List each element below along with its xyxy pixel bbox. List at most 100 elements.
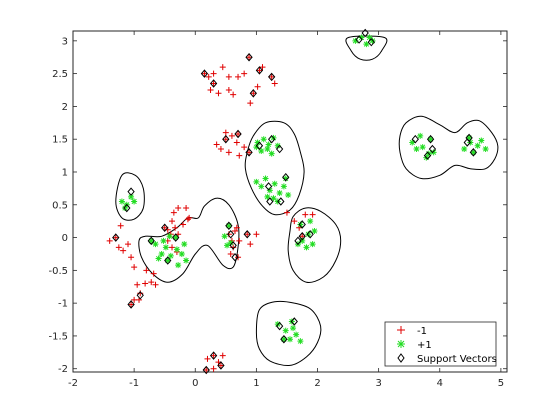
y-tick-label: 2 — [62, 102, 68, 113]
point-neg — [228, 132, 235, 139]
point-neg — [204, 355, 211, 362]
point-neg — [172, 224, 179, 231]
point-pos — [118, 198, 125, 205]
legend: -1 +1 Support Vectors — [384, 321, 497, 367]
point-pos — [264, 146, 271, 153]
point-pos — [430, 149, 437, 156]
point-neg — [225, 149, 232, 156]
point-neg — [247, 241, 254, 248]
point-pos — [152, 241, 159, 248]
point-support-vector — [255, 141, 264, 151]
point-neg — [170, 209, 177, 216]
point-neg — [225, 73, 232, 80]
point-pos — [258, 148, 265, 155]
point-support-vector — [202, 365, 210, 375]
point-neg — [233, 139, 240, 146]
x-tick-label: 3 — [375, 378, 381, 389]
decision-boundary-left-small — [115, 172, 145, 221]
point-pos — [265, 141, 272, 148]
point-support-vector — [275, 144, 284, 154]
point-neg — [210, 70, 217, 77]
point-pos — [474, 142, 481, 149]
decision-boundaries — [115, 35, 499, 367]
x-tick-label: 4 — [437, 378, 443, 389]
point-neg — [241, 70, 248, 77]
point-neg — [152, 281, 159, 288]
point-neg — [143, 267, 150, 274]
point-pos — [307, 218, 314, 225]
point-support-vector — [268, 72, 276, 82]
point-neg — [215, 90, 222, 97]
point-neg — [203, 367, 210, 374]
point-neg — [112, 234, 119, 241]
point-pos — [166, 233, 173, 240]
point-neg — [222, 136, 229, 143]
point-neg — [250, 90, 257, 97]
legend-label-neg: -1 — [417, 326, 427, 337]
legend-item-sv: Support Vectors — [397, 353, 497, 365]
point-neg — [186, 214, 193, 221]
point-neg — [213, 141, 220, 148]
point-support-vector — [306, 230, 314, 239]
point-neg — [309, 211, 316, 218]
point-support-vector — [275, 321, 284, 331]
point-support-vector — [229, 241, 237, 250]
point-neg — [106, 237, 113, 244]
y-tick-label: -2 — [58, 364, 68, 375]
point-support-vector — [123, 203, 131, 213]
y-tick-label: 2.5 — [52, 69, 68, 80]
point-pos — [482, 146, 489, 153]
point-pos — [413, 146, 420, 153]
series-neg — [106, 54, 316, 374]
point-support-vector — [127, 300, 135, 309]
legend-label-pos: +1 — [417, 340, 432, 351]
point-support-vector — [136, 291, 144, 300]
point-support-vector — [355, 35, 363, 44]
legend-item-neg: -1 — [397, 326, 427, 337]
point-pos — [221, 233, 228, 240]
point-support-vector — [426, 134, 435, 144]
y-tick-label: -1 — [58, 299, 68, 310]
point-support-vector — [423, 151, 432, 160]
point-neg — [128, 254, 135, 261]
point-neg — [230, 91, 237, 98]
point-support-vector — [411, 134, 419, 144]
series-support-vectors — [112, 28, 478, 375]
point-support-vector — [164, 256, 172, 265]
point-support-vector — [277, 197, 285, 206]
point-support-vector — [147, 236, 155, 246]
point-pos — [417, 132, 424, 139]
x-tick-label: 5 — [498, 378, 504, 389]
point-pos — [178, 250, 185, 257]
y-tick-label: 0.5 — [52, 200, 68, 211]
point-support-vector — [245, 52, 253, 62]
point-neg — [120, 247, 127, 254]
point-pos — [167, 252, 174, 259]
point-neg — [244, 231, 251, 238]
y-axis: -2 -1.5 -1 -0.5 0 0.5 1 1.5 2 2.5 3 — [48, 36, 507, 375]
point-pos — [224, 242, 231, 249]
point-neg — [256, 67, 263, 74]
x-tick-label: -1 — [129, 378, 139, 389]
point-pos — [131, 198, 138, 205]
point-neg — [210, 352, 217, 359]
point-pos — [260, 136, 267, 143]
point-neg — [236, 237, 243, 244]
point-pos — [285, 191, 292, 198]
point-neg — [125, 241, 132, 248]
point-pos — [470, 149, 477, 156]
point-pos — [162, 244, 169, 251]
point-support-vector — [209, 351, 218, 360]
point-support-vector — [245, 148, 253, 157]
point-neg — [219, 64, 226, 71]
y-tick-label: 1.5 — [52, 135, 68, 146]
point-pos — [280, 183, 287, 190]
axes-box — [72, 30, 508, 373]
point-support-vector — [227, 230, 235, 239]
point-neg — [268, 73, 275, 80]
point-support-vector — [469, 148, 478, 157]
point-pos — [282, 175, 289, 182]
point-pos — [305, 231, 312, 238]
legend-marker-plus — [397, 326, 405, 334]
point-support-vector — [112, 233, 120, 242]
